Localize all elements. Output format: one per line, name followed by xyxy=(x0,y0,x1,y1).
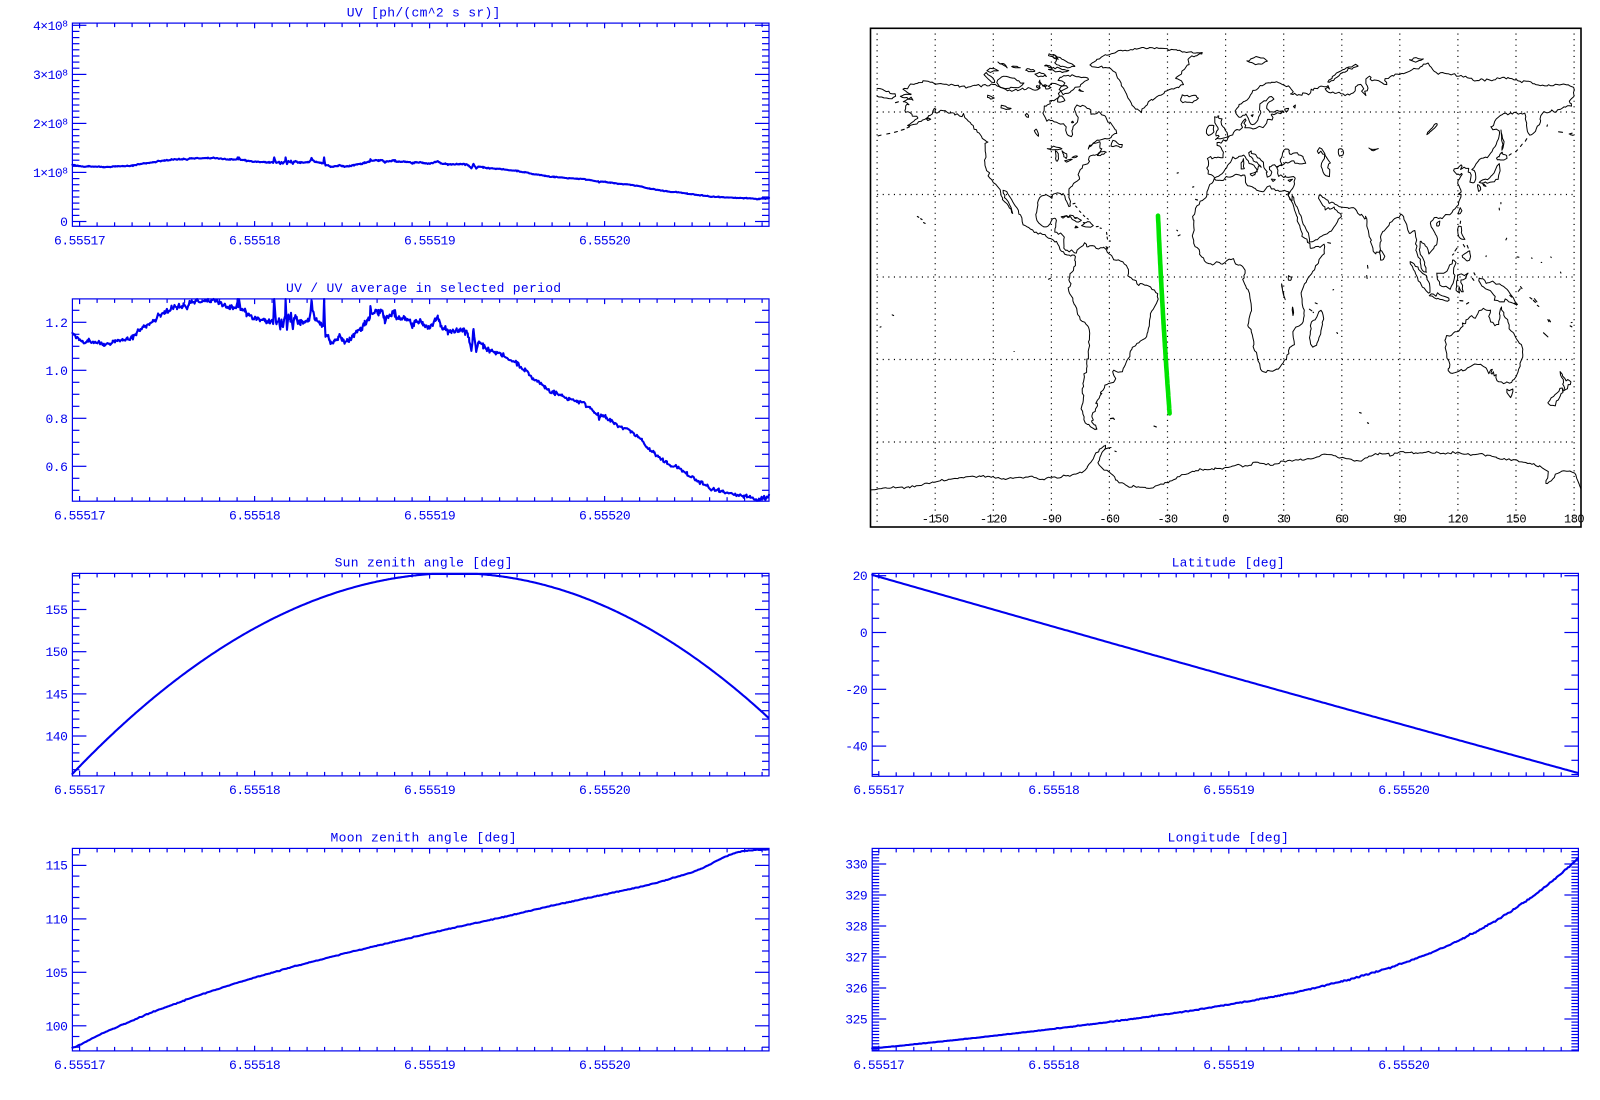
svg-text:6.55517: 6.55517 xyxy=(853,783,904,798)
svg-text:328: 328 xyxy=(845,920,867,935)
svg-text:180: 180 xyxy=(1564,512,1584,526)
svg-text:-60: -60 xyxy=(1099,512,1119,526)
svg-text:0.8: 0.8 xyxy=(45,412,67,427)
svg-text:325: 325 xyxy=(845,1013,867,1028)
svg-text:6.55518: 6.55518 xyxy=(229,234,280,249)
svg-text:120: 120 xyxy=(1448,512,1468,526)
svg-text:6.55519: 6.55519 xyxy=(1203,1058,1254,1073)
svg-text:330: 330 xyxy=(845,858,867,873)
svg-text:-30: -30 xyxy=(1157,512,1177,526)
svg-text:6.55517: 6.55517 xyxy=(54,234,105,249)
svg-text:327: 327 xyxy=(845,951,867,966)
svg-text:6.55520: 6.55520 xyxy=(1378,1058,1429,1073)
svg-text:0: 0 xyxy=(860,626,867,641)
svg-text:6.55520: 6.55520 xyxy=(579,783,630,798)
svg-text:-90: -90 xyxy=(1041,512,1061,526)
svg-text:140: 140 xyxy=(45,730,67,745)
svg-text:6.55519: 6.55519 xyxy=(404,1058,455,1073)
svg-text:UV [ph/(cm^2 s sr)]: UV [ph/(cm^2 s sr)] xyxy=(347,6,501,21)
svg-text:Latitude [deg]: Latitude [deg] xyxy=(1172,556,1285,571)
svg-text:6.55517: 6.55517 xyxy=(54,508,105,523)
svg-text:UV / UV average in selected pe: UV / UV average in selected period xyxy=(286,281,561,296)
svg-text:150: 150 xyxy=(45,645,67,660)
svg-text:145: 145 xyxy=(45,687,67,702)
svg-text:-20: -20 xyxy=(845,683,867,698)
svg-text:20: 20 xyxy=(853,569,868,584)
svg-text:Sun zenith angle [deg]: Sun zenith angle [deg] xyxy=(335,556,513,571)
svg-text:150: 150 xyxy=(1506,512,1526,526)
svg-text:6.55520: 6.55520 xyxy=(579,234,630,249)
svg-text:6.55519: 6.55519 xyxy=(404,783,455,798)
svg-text:0.6: 0.6 xyxy=(45,460,67,475)
svg-text:0: 0 xyxy=(60,215,67,230)
svg-text:326: 326 xyxy=(845,982,867,997)
svg-text:6.55517: 6.55517 xyxy=(54,1058,105,1073)
svg-text:6.55519: 6.55519 xyxy=(1203,783,1254,798)
svg-text:Moon zenith angle [deg]: Moon zenith angle [deg] xyxy=(331,831,517,846)
svg-text:6.55518: 6.55518 xyxy=(1028,783,1079,798)
svg-text:329: 329 xyxy=(845,889,867,904)
svg-text:30: 30 xyxy=(1277,512,1291,526)
svg-text:105: 105 xyxy=(45,966,67,981)
svg-text:6.55518: 6.55518 xyxy=(229,508,280,523)
svg-text:1.0: 1.0 xyxy=(45,364,67,379)
svg-text:115: 115 xyxy=(45,859,67,874)
svg-text:6.55520: 6.55520 xyxy=(1378,783,1429,798)
svg-text:60: 60 xyxy=(1335,512,1349,526)
svg-text:6.55518: 6.55518 xyxy=(229,1058,280,1073)
svg-text:110: 110 xyxy=(45,912,67,927)
svg-text:Longitude [deg]: Longitude [deg] xyxy=(1168,831,1290,846)
svg-text:6.55518: 6.55518 xyxy=(229,783,280,798)
svg-text:0: 0 xyxy=(1222,512,1229,526)
svg-text:6.55520: 6.55520 xyxy=(579,1058,630,1073)
svg-text:100: 100 xyxy=(45,1019,67,1034)
svg-text:4×108: 4×108 xyxy=(33,18,68,34)
svg-text:3×108: 3×108 xyxy=(33,67,68,83)
svg-text:6.55518: 6.55518 xyxy=(1028,1058,1079,1073)
svg-text:155: 155 xyxy=(45,603,67,618)
svg-text:90: 90 xyxy=(1393,512,1407,526)
svg-text:1×108: 1×108 xyxy=(33,165,68,181)
svg-text:-120: -120 xyxy=(980,512,1007,526)
svg-text:-150: -150 xyxy=(922,512,949,526)
svg-text:6.55520: 6.55520 xyxy=(579,508,630,523)
svg-text:6.55517: 6.55517 xyxy=(54,783,105,798)
svg-text:6.55519: 6.55519 xyxy=(404,508,455,523)
svg-text:1.2: 1.2 xyxy=(45,316,67,331)
svg-text:2×108: 2×108 xyxy=(33,116,68,131)
svg-text:-40: -40 xyxy=(845,740,867,755)
svg-text:6.55519: 6.55519 xyxy=(404,234,455,249)
svg-text:6.55517: 6.55517 xyxy=(853,1058,904,1073)
